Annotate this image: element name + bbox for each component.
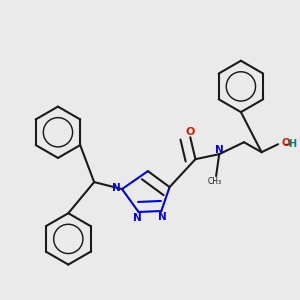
Text: N: N <box>158 212 167 222</box>
Text: N: N <box>133 213 142 223</box>
Text: O: O <box>186 127 195 137</box>
Text: H: H <box>288 139 296 149</box>
Text: O: O <box>281 138 290 148</box>
Text: N: N <box>112 183 121 193</box>
Text: N: N <box>215 145 224 155</box>
Text: CH₃: CH₃ <box>208 177 222 186</box>
